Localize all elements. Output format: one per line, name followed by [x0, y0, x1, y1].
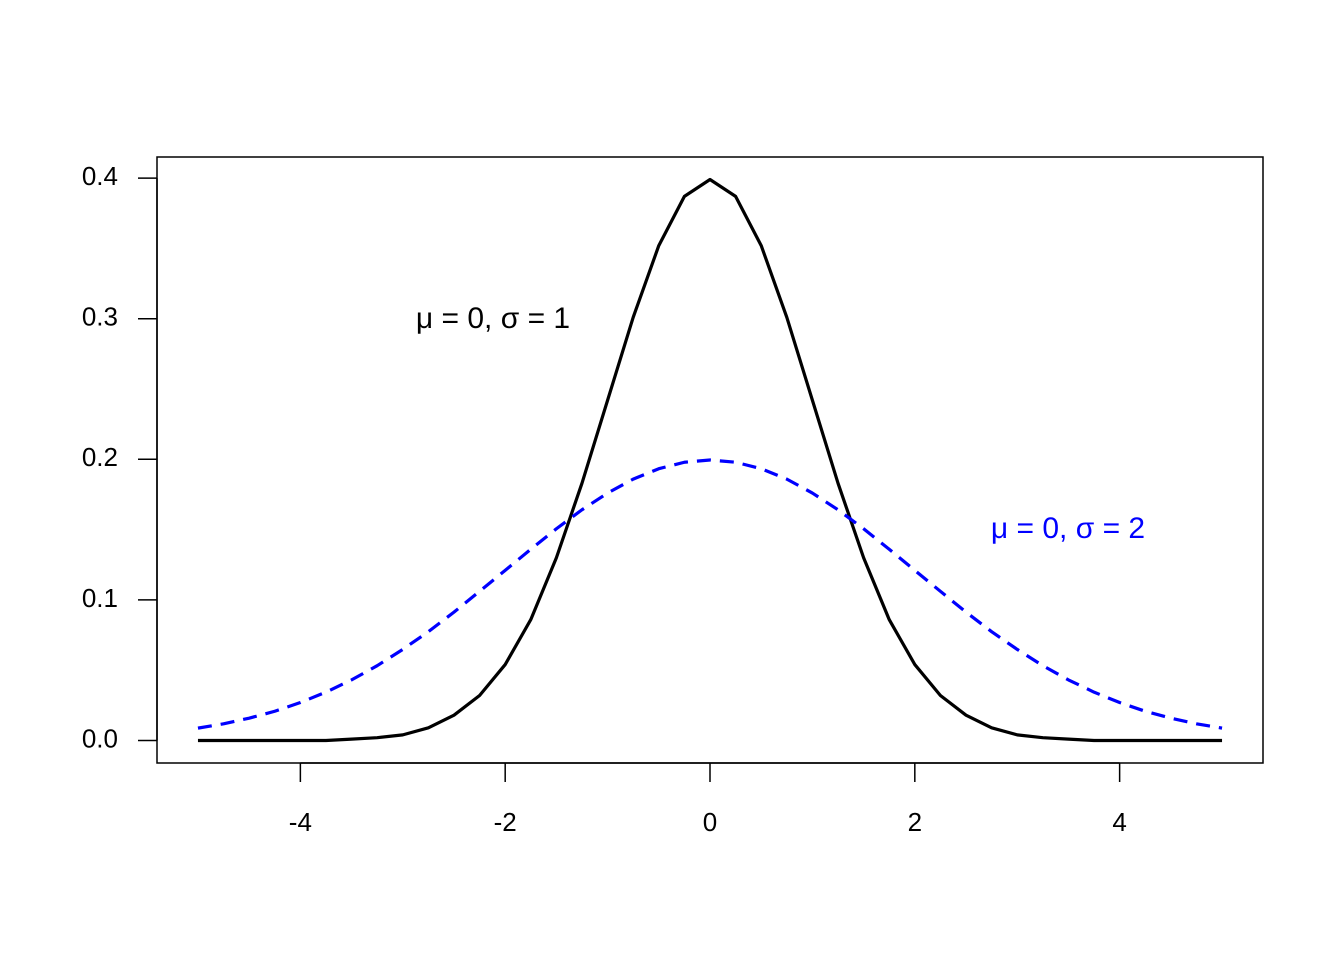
x-tick-label: -2: [494, 807, 517, 837]
x-tick-label: 2: [908, 807, 922, 837]
x-tick-label: 0: [703, 807, 717, 837]
x-tick-label: 4: [1112, 807, 1126, 837]
y-tick-label: 0.0: [82, 723, 118, 753]
series-label: μ = 0, σ = 2: [991, 512, 1145, 545]
x-tick-label: -4: [289, 807, 312, 837]
series-label: μ = 0, σ = 1: [416, 302, 570, 335]
y-tick-label: 0.1: [82, 583, 118, 613]
series-line: [197, 458, 1223, 730]
series-line: [197, 177, 1223, 743]
y-tick-label: 0.2: [82, 442, 118, 472]
y-tick-label: 0.3: [82, 302, 118, 332]
y-tick-label: 0.4: [82, 161, 118, 191]
